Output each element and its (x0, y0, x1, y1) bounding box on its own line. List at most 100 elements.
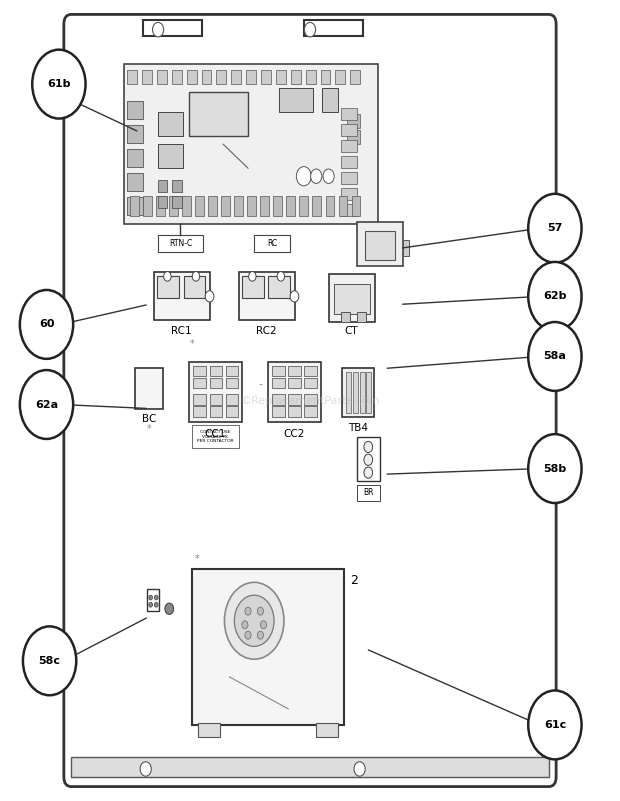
Text: 60: 60 (38, 320, 55, 329)
Text: *: * (146, 424, 151, 433)
Circle shape (20, 370, 73, 439)
Circle shape (164, 272, 171, 281)
Text: CC1: CC1 (205, 429, 226, 438)
Bar (322, 88, 338, 112)
Bar (169, 196, 178, 216)
Bar (239, 272, 294, 320)
Text: *: * (195, 554, 200, 564)
Bar (346, 372, 351, 413)
Bar (210, 366, 222, 376)
Bar (127, 173, 143, 191)
Text: 61c: 61c (544, 720, 566, 730)
Circle shape (290, 291, 299, 302)
Circle shape (154, 602, 158, 607)
Bar (127, 197, 143, 215)
Bar (272, 366, 285, 376)
Bar (254, 235, 290, 252)
Text: 58b: 58b (543, 464, 567, 473)
Bar (189, 92, 248, 136)
Bar (172, 180, 182, 192)
Bar (306, 70, 316, 84)
Text: 58c: 58c (38, 656, 61, 666)
Text: 2: 2 (350, 574, 358, 587)
Text: 62b: 62b (543, 292, 567, 301)
Bar (157, 276, 179, 298)
Bar (189, 362, 242, 422)
Bar (193, 366, 206, 376)
Bar (158, 235, 203, 252)
Text: BC: BC (142, 414, 157, 424)
Bar (158, 196, 167, 208)
Bar (350, 70, 360, 84)
Bar (127, 149, 143, 167)
Bar (157, 70, 167, 84)
Bar (234, 196, 243, 216)
Bar (321, 70, 330, 84)
Bar (272, 406, 285, 417)
Bar (195, 196, 204, 216)
Circle shape (260, 621, 267, 629)
Bar (247, 196, 256, 216)
Bar (172, 196, 182, 208)
Bar (272, 378, 285, 388)
Bar (260, 196, 269, 216)
Bar (341, 312, 350, 322)
Bar (193, 394, 206, 405)
Bar (242, 276, 264, 298)
Text: BR: BR (363, 488, 373, 497)
Text: RTN-C: RTN-C (169, 239, 192, 248)
Bar (347, 114, 360, 128)
Bar (198, 723, 220, 737)
Circle shape (20, 290, 73, 359)
Bar (341, 156, 356, 168)
Bar (193, 378, 206, 388)
Bar (360, 372, 365, 413)
Bar (316, 723, 338, 737)
Bar (124, 64, 378, 224)
Bar (356, 485, 380, 501)
Circle shape (323, 169, 334, 183)
Circle shape (528, 262, 582, 331)
Bar (154, 272, 210, 320)
Bar (304, 378, 317, 388)
Circle shape (224, 582, 284, 659)
FancyBboxPatch shape (64, 14, 556, 787)
Bar (226, 366, 238, 376)
Bar (288, 406, 301, 417)
Bar (208, 196, 217, 216)
Bar (273, 196, 282, 216)
Circle shape (257, 607, 264, 615)
Text: 62a: 62a (35, 400, 58, 409)
Circle shape (528, 690, 582, 759)
Text: CT: CT (345, 326, 358, 336)
Bar (210, 394, 222, 405)
Text: TB4: TB4 (348, 423, 368, 433)
Circle shape (234, 595, 274, 646)
Bar (193, 406, 206, 417)
Bar (158, 180, 167, 192)
Bar (341, 124, 356, 136)
Bar (356, 222, 403, 266)
Bar (341, 108, 356, 120)
Bar (341, 204, 356, 216)
Circle shape (154, 595, 158, 600)
Circle shape (257, 631, 264, 639)
Bar (143, 196, 152, 216)
Bar (127, 70, 137, 84)
Bar (156, 196, 165, 216)
Bar (286, 196, 295, 216)
Bar (288, 394, 301, 405)
Bar (341, 172, 356, 184)
Bar (288, 366, 301, 376)
Text: ©ReplacementParts.com: ©ReplacementParts.com (240, 396, 380, 405)
Bar (326, 196, 334, 216)
Circle shape (140, 762, 151, 776)
Circle shape (364, 467, 373, 478)
Circle shape (242, 621, 248, 629)
Bar (356, 312, 366, 322)
Text: 61b: 61b (47, 79, 71, 89)
Bar (226, 394, 238, 405)
Text: -: - (259, 380, 262, 389)
Bar (365, 231, 395, 260)
Text: 57: 57 (547, 223, 562, 233)
